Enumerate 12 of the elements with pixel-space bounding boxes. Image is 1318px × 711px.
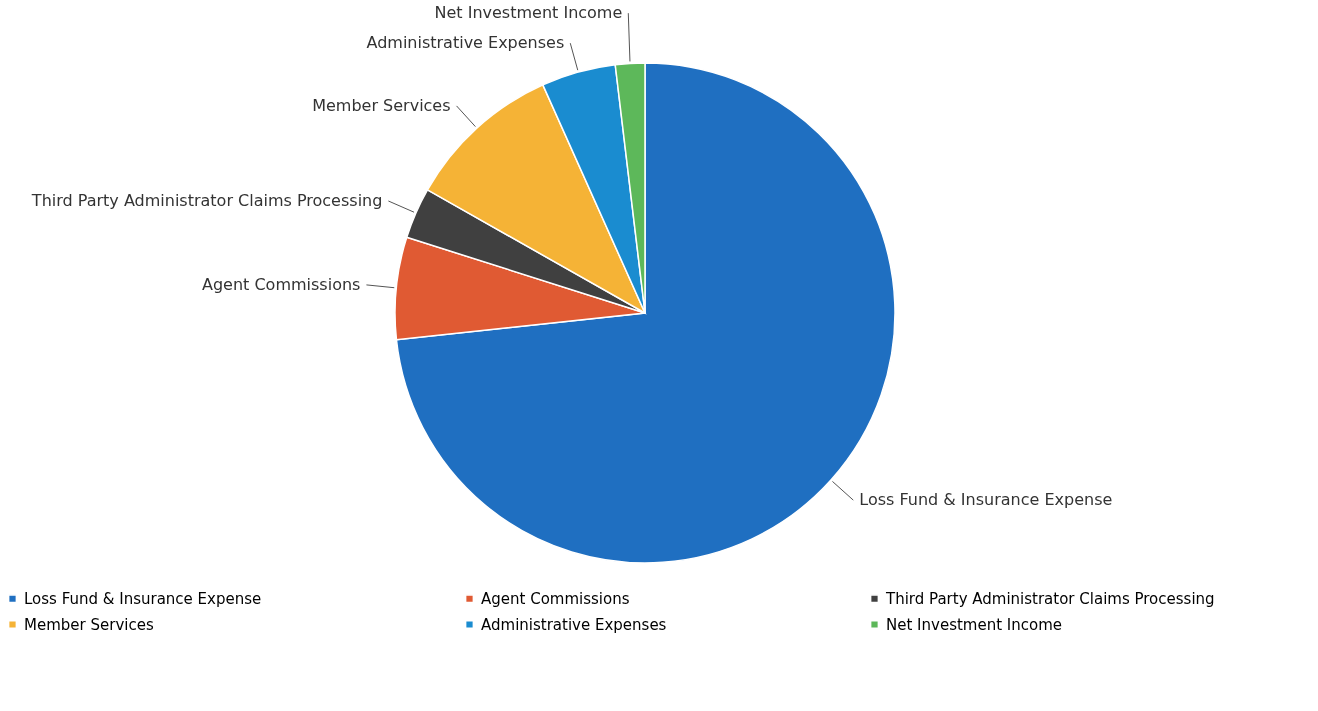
legend-label: Administrative Expenses <box>481 615 667 634</box>
slice-label: Third Party Administrator Claims Processing <box>30 190 383 210</box>
legend-label: Loss Fund & Insurance Expense <box>24 589 262 608</box>
legend-label: Net Investment Income <box>886 615 1063 634</box>
slice-label: Agent Commissions <box>202 274 361 294</box>
legend-label: Member Services <box>24 615 154 634</box>
legend-label: Third Party Administrator Claims Processing <box>885 589 1215 608</box>
slice-label: Loss Fund & Insurance Expense <box>859 490 1113 510</box>
slice-label: Administrative Expenses <box>366 33 565 53</box>
slice-label: Net Investment Income <box>434 3 623 23</box>
legend-label: Agent Commissions <box>481 589 630 608</box>
slice-label: Member Services <box>312 95 451 115</box>
